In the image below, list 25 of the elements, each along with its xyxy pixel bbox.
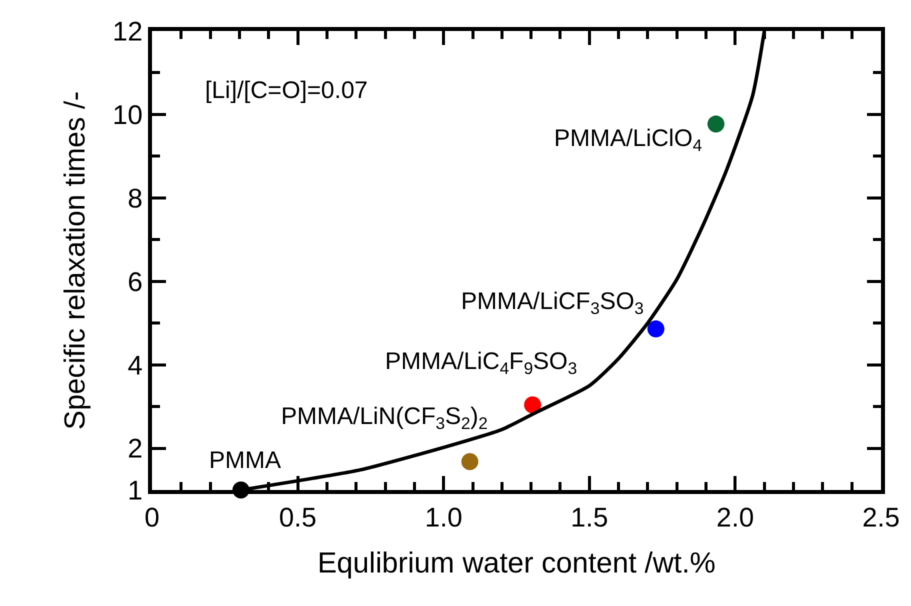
point bbox=[461, 453, 478, 470]
y-tick-label: 10 bbox=[112, 100, 143, 130]
y-tick-label: 6 bbox=[128, 266, 143, 297]
annotation: PMMA bbox=[209, 447, 281, 474]
y-tick-label: 1 bbox=[128, 475, 143, 506]
point bbox=[647, 320, 664, 338]
y-tick-label: 2 bbox=[128, 434, 143, 464]
annotation: PMMA/LiN(CF$_{3}$S$_{2}$)$_{2}$ bbox=[281, 403, 488, 434]
y-tick-label: 4 bbox=[128, 350, 143, 380]
y-axis-title: Specific relaxation times /- bbox=[59, 91, 92, 430]
y-tick-label: 8 bbox=[128, 183, 143, 214]
annotation: PMMA/LiClO$_{4}$ bbox=[554, 125, 702, 156]
x-tick-label: 1.5 bbox=[570, 502, 608, 532]
x-tick-label: 0.5 bbox=[279, 502, 317, 532]
y-tick-label: 12 bbox=[112, 16, 143, 46]
x-tick-label: 2.0 bbox=[716, 502, 754, 532]
x-axis-title: Equlibrium water content /wt.% bbox=[317, 548, 716, 580]
x-tick-label: 1.0 bbox=[424, 502, 462, 532]
annotation: PMMA/LiC$_{4}$F$_{9}$SO$_{3}$ bbox=[385, 348, 578, 378]
point bbox=[524, 396, 542, 414]
point bbox=[707, 116, 724, 133]
x-tick-label: 0 bbox=[144, 502, 160, 532]
x-tick-label: 2.5 bbox=[862, 502, 900, 532]
annotation: PMMA/LiCF$_{3}$SO$_{3}$ bbox=[461, 288, 644, 318]
annotation: [Li]/[C=O]=0.07 bbox=[205, 77, 368, 104]
